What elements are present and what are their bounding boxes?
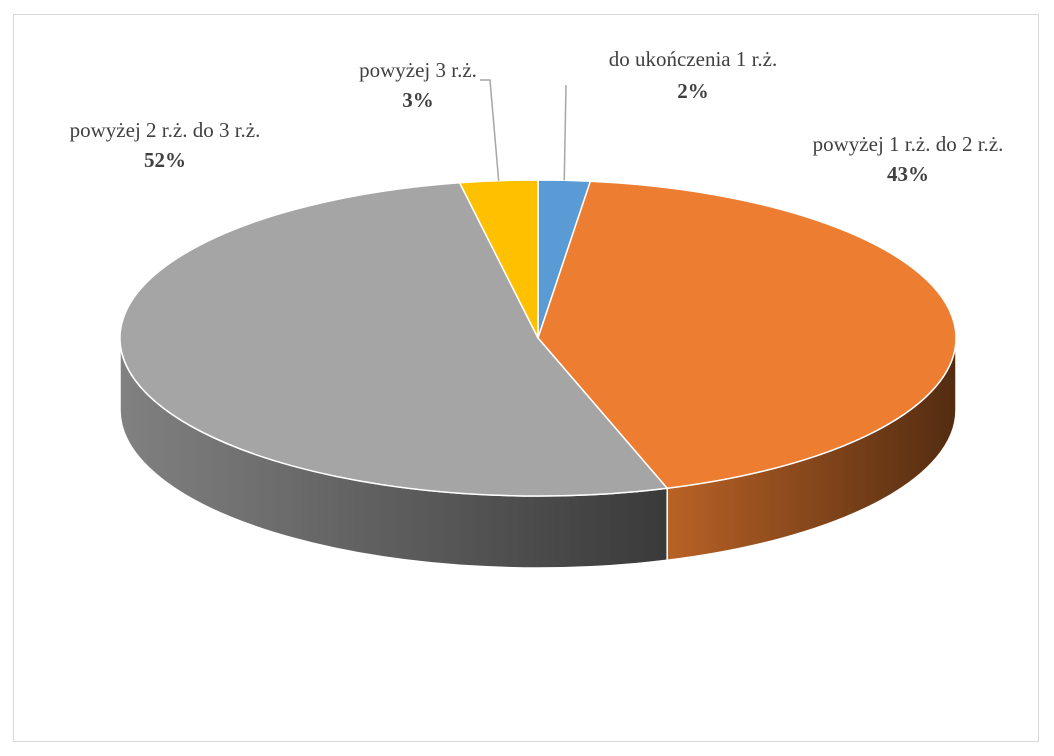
- pie-slice-3: [119, 182, 669, 497]
- slice-label-2: powyżej 1 r.ż. do 2 r.ż.: [813, 132, 1004, 156]
- slice-value-3: 52%: [144, 148, 186, 172]
- slice-label-4: powyżej 3 r.ż.: [359, 58, 477, 82]
- slice-label-1: do ukończenia 1 r.ż.: [609, 47, 778, 71]
- leader-line-1: [563, 84, 567, 181]
- slice-value-4: 3%: [402, 88, 434, 112]
- slice-value-2: 43%: [887, 162, 929, 186]
- pie-slice-4: [458, 179, 539, 339]
- slice-label-3: powyżej 2 r.ż. do 3 r.ż.: [70, 118, 261, 142]
- pie-slice-2: [537, 180, 957, 490]
- slice-value-1: 2%: [677, 79, 709, 103]
- leader-line-4: [480, 79, 500, 181]
